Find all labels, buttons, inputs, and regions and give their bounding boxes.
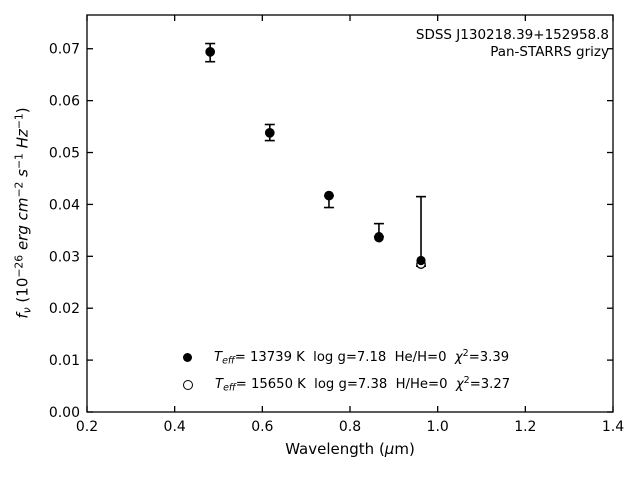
- filled-circle-icon: [183, 353, 192, 362]
- filled-circle-marker: [324, 190, 334, 201]
- x-tick-label: 0.8: [339, 419, 361, 435]
- filled-circle-marker: [265, 128, 275, 138]
- annotation-survey: Pan-STARRS grizy: [490, 43, 609, 60]
- legend-label-model-1: Teff= 13739 K log g=7.18 He/H=0 χ2=3.39: [214, 348, 510, 367]
- legend-entry-model-1: Teff= 13739 K log g=7.18 He/H=0 χ2=3.39: [183, 348, 510, 367]
- filled-circle-marker: [416, 255, 426, 266]
- filled-circle-marker: [205, 47, 215, 57]
- y-axis-label: fν (10−26 erg cm−2 s−1 Hz−1): [12, 107, 34, 319]
- x-tick-label: 0.4: [164, 419, 186, 435]
- y-tick-label: 0.02: [49, 301, 80, 317]
- filled-circle-marker: [374, 231, 384, 242]
- y-tick-label: 0.06: [49, 94, 80, 110]
- annotation: SDSS J130218.39+152958.8 Pan-STARRS griz…: [416, 27, 609, 60]
- x-axis-label: Wavelength (μm): [285, 440, 415, 458]
- legend-entry-model-2: Teff= 15650 K log g=7.38 H/He=0 χ2=3.27: [183, 375, 511, 394]
- y-tick-label: 0.04: [49, 197, 80, 213]
- x-tick-label: 1.0: [427, 419, 449, 435]
- y-tick-label: 0.00: [49, 405, 80, 421]
- y-tick-label: 0.07: [49, 42, 80, 58]
- x-tick-label: 0.6: [251, 419, 273, 435]
- x-tick-label: 1.2: [514, 419, 536, 435]
- legend-label-model-2: Teff= 15650 K log g=7.38 H/He=0 χ2=3.27: [215, 375, 511, 394]
- y-tick-label: 0.03: [49, 249, 80, 265]
- annotation-object-id: SDSS J130218.39+152958.8: [415, 27, 609, 43]
- open-circle-icon: [183, 379, 193, 390]
- x-tick-label: 1.4: [602, 419, 624, 435]
- x-tick-label: 0.2: [76, 419, 98, 435]
- y-tick-label: 0.05: [49, 146, 80, 162]
- y-tick-label: 0.01: [49, 353, 80, 369]
